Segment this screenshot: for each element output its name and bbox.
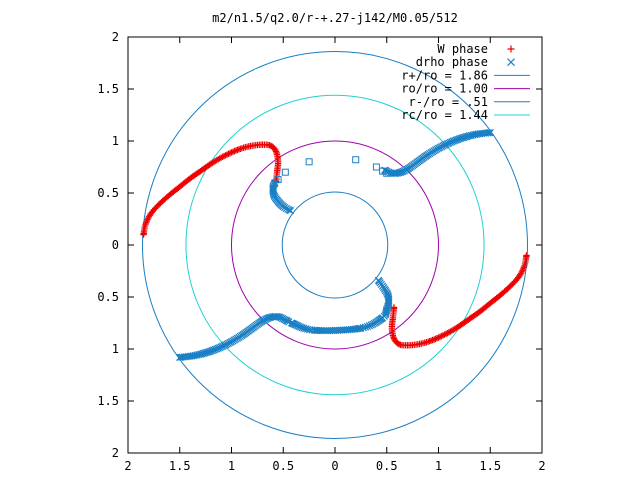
- w-phase-point: [435, 334, 442, 341]
- legend-label: rc/ro = 1.44: [401, 108, 488, 122]
- x-tick-label: 0.5: [376, 459, 398, 473]
- legend-label: r+/ro = 1.86: [401, 68, 488, 82]
- x-tick-label: 1.5: [169, 459, 191, 473]
- axis-ticks: 2 1.5 1 0.5 0 0.5 1 1.5 221.510.500.511.52: [97, 30, 545, 473]
- w-phase-point: [436, 333, 444, 341]
- w-phase-point: [232, 147, 240, 154]
- drho-phase-point: [361, 323, 370, 331]
- x-tick-label: 2: [538, 459, 545, 473]
- square-point: [383, 169, 391, 177]
- square-point: [379, 167, 387, 175]
- radius-circle: [141, 51, 529, 439]
- w-phase-point: [222, 152, 229, 159]
- square-point: [352, 156, 360, 164]
- w-phase-point: [439, 332, 447, 339]
- w-phase-point: [432, 335, 439, 343]
- w-phase-point: [438, 332, 445, 340]
- radius-circles: [141, 51, 529, 439]
- w-phase-point: [520, 264, 528, 271]
- y-tick-label: 1.5: [97, 82, 119, 96]
- x-tick-label: 0.5: [272, 459, 294, 473]
- w-phase-point: [442, 330, 450, 338]
- w-phase-point: [228, 149, 235, 156]
- w-phase-point: [433, 335, 441, 342]
- drho-phase-point: [363, 322, 372, 331]
- square-point: [274, 175, 282, 183]
- y-tick-label: 0: [112, 238, 119, 252]
- radius-circle: [231, 140, 439, 350]
- w-phase-point: [223, 151, 231, 158]
- legend-label: r-/ro = .51: [409, 95, 488, 109]
- w-phase-point: [142, 219, 150, 226]
- y-tick-label: 2: [112, 30, 119, 44]
- drho-phase-point: [359, 324, 367, 332]
- radius-circle: [281, 191, 389, 299]
- w-phase-point: [441, 331, 448, 338]
- legend-label: ro/ro = 1.00: [401, 82, 488, 96]
- x-tick-label: 0: [331, 459, 338, 473]
- w-phase-point: [220, 152, 228, 160]
- legend-marker: [507, 58, 515, 67]
- drho-phase-point: [382, 308, 390, 316]
- w-phase-point: [225, 150, 232, 158]
- y-tick-label: 2: [112, 446, 119, 460]
- y-tick-label: 1: [112, 134, 119, 148]
- radius-circle: [185, 94, 485, 396]
- square-point: [281, 168, 289, 176]
- w-phase-point: [430, 336, 438, 343]
- x-tick-label: 2: [124, 459, 131, 473]
- y-tick-label: 0.5: [97, 186, 119, 200]
- square-point: [305, 158, 313, 166]
- w-phase-point: [226, 149, 234, 157]
- legend-label: drho phase: [416, 55, 488, 69]
- drho-phase-point: [374, 276, 383, 284]
- w-phase-point: [391, 336, 398, 344]
- y-tick-label: 1: [112, 342, 119, 356]
- x-tick-label: 1: [228, 459, 235, 473]
- legend-label: W phase: [437, 42, 488, 56]
- w-phase-point: [390, 304, 398, 311]
- legend-marker: [507, 45, 515, 53]
- x-tick-label: 1.5: [479, 459, 501, 473]
- y-tick-label: 1.5: [97, 394, 119, 408]
- w-phase-point: [229, 148, 237, 155]
- w-phase-point: [143, 217, 150, 225]
- chart-title: m2/n1.5/q2.0/r-+.27-j142/M0.05/512: [212, 11, 458, 25]
- y-tick-label: 0.5: [97, 290, 119, 304]
- w-phase-point: [272, 146, 279, 154]
- square-point: [372, 163, 380, 171]
- x-tick-label: 1: [435, 459, 442, 473]
- drho-phase-point: [286, 207, 295, 215]
- w-phase-point: [520, 265, 527, 273]
- w-phase-point: [231, 147, 238, 155]
- data-points: [140, 129, 530, 361]
